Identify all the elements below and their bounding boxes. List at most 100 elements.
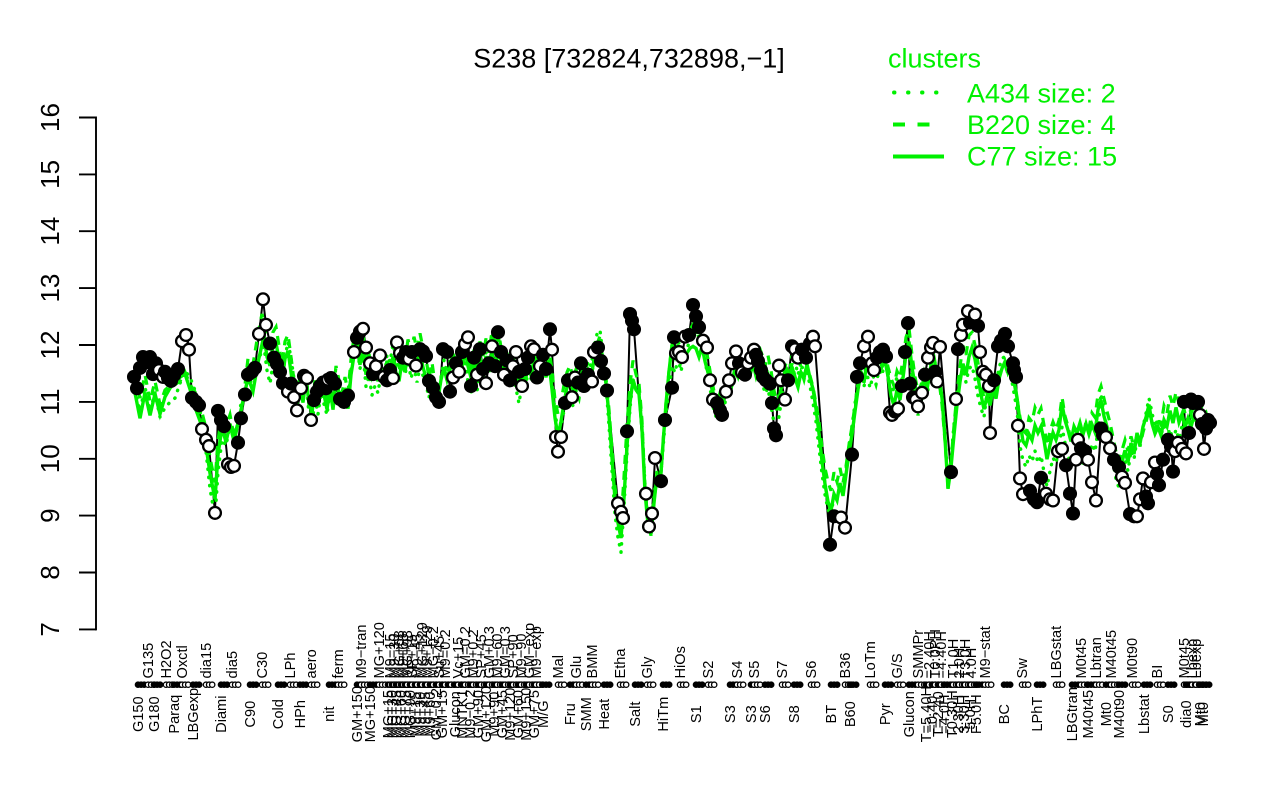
svg-text:13: 13 [35,274,65,303]
svg-text:Glu: Glu [569,656,585,679]
svg-text:Paraq: Paraq [167,695,183,734]
svg-text:M0t45: M0t45 [1177,638,1193,679]
svg-text:M9−0.2: M9−0.2 [463,690,479,739]
svg-text:B220 size: 4: B220 size: 4 [967,110,1116,140]
svg-text:MG+98: MG+98 [400,630,416,678]
svg-text:SP+15: SP+15 [405,634,421,678]
svg-text:GM=0.2: GM=0.2 [458,626,474,678]
svg-text:M9+15: M9+15 [408,692,424,737]
svg-text:M40t45: M40t45 [1104,630,1120,679]
svg-text:2.0H: 2.0H [952,648,968,679]
svg-text:S5: S5 [747,661,763,679]
svg-text:BMM: BMM [585,644,601,678]
svg-text:M9−30: M9−30 [387,633,403,678]
svg-text:Mal: Mal [551,655,567,679]
svg-text:=4.40H: =4.40H [934,631,950,678]
svg-text:SMMPr: SMMPr [911,630,927,679]
svg-text:B36: B36 [838,653,854,679]
svg-text:3.30H: 3.30H [957,695,973,734]
svg-text:M9+90: M9+90 [487,692,503,737]
svg-text:M9−stat: M9−stat [978,626,994,678]
svg-text:S2: S2 [701,661,717,679]
svg-text:S3: S3 [744,705,760,723]
svg-text:MG+150: MG+150 [363,686,379,742]
svg-text:H2O2: H2O2 [159,640,175,678]
svg-text:S3: S3 [723,705,739,723]
svg-text:SP+45: SP+45 [474,634,490,678]
svg-text:Vc+15: Vc+15 [451,637,467,679]
svg-text:MG+15: MG+15 [381,690,397,738]
svg-text:MG+129: MG+129 [415,622,431,678]
svg-text:M9−60: M9−60 [490,633,506,678]
svg-text:BT: BT [824,705,840,724]
svg-text:S4: S4 [730,661,746,679]
svg-text:M40t90: M40t90 [1112,690,1128,739]
svg-text:=4.0H: =4.0H [937,695,953,734]
svg-text:M0t45: M0t45 [1074,638,1090,679]
svg-text:HiTm: HiTm [656,697,672,732]
svg-text:Mt0: Mt0 [1099,702,1115,726]
svg-text:=2.40H: =2.40H [922,631,938,678]
svg-text:T3.0H: T3.0H [958,639,974,679]
svg-text:C77 size: 15: C77 size: 15 [967,141,1117,171]
svg-text:clusters: clusters [888,44,981,74]
svg-text:GM+90: GM+90 [471,690,487,738]
svg-text:Oxctl: Oxctl [175,645,191,678]
svg-text:LoTm: LoTm [863,641,879,678]
svg-text:Pyr: Pyr [878,703,894,725]
svg-text:dia5: dia5 [225,651,241,679]
svg-text:dia15: dia15 [199,643,215,679]
svg-text:G/S: G/S [890,653,906,678]
svg-text:4.0H: 4.0H [964,648,980,679]
svg-text:dia0: dia0 [1179,700,1195,728]
svg-text:9: 9 [35,508,65,522]
svg-text:C30: C30 [255,652,271,679]
svg-text:GM+45: GM+45 [495,690,511,738]
svg-text:LBGtran: LBGtran [1065,687,1081,741]
svg-text:2.30H: 2.30H [951,695,967,734]
svg-text:SP+90: SP+90 [506,634,522,678]
svg-text:M9−tran: M9−tran [354,625,370,679]
svg-text:Fru: Fru [563,703,579,725]
svg-text:MG+45: MG+45 [389,690,405,738]
svg-text:F5.0H: F5.0H [969,694,985,734]
svg-text:GM+15: GM+15 [435,690,451,738]
svg-text:M9−15: M9−15 [383,633,399,678]
svg-text:M/G: M/G [536,700,552,728]
svg-text:MG+60: MG+60 [394,690,410,738]
svg-text:GM+150: GM+150 [350,686,366,742]
svg-text:Mt0: Mt0 [1193,702,1209,726]
svg-text:GM+75: GM+75 [527,690,543,738]
svg-text:S8: S8 [787,705,803,723]
svg-text:SMM: SMM [579,697,595,731]
svg-text:Lbexp: Lbexp [1185,639,1201,679]
svg-text:M9+150: M9+150 [519,688,535,741]
svg-text:HPh: HPh [293,700,309,728]
svg-text:BI: BI [1150,665,1166,679]
svg-text:T=5.40H: T=5.40H [919,686,935,742]
svg-text:MG+90: MG+90 [403,690,419,738]
svg-text:10: 10 [35,444,65,473]
svg-text:GM−exp: GM−exp [522,623,538,679]
svg-text:Diami: Diami [214,696,230,733]
svg-text:8: 8 [35,565,65,579]
svg-text:7: 7 [35,622,65,636]
svg-text:5.0H: 5.0H [963,699,979,730]
svg-text:Lbstat: Lbstat [1137,694,1153,734]
svg-text:M9=0.2: M9=0.2 [438,629,454,678]
svg-text:MG+68: MG+68 [392,630,408,678]
svg-text:G180: G180 [147,696,163,732]
svg-text:GM+60: GM+60 [511,690,527,738]
svg-text:nit: nit [322,706,338,721]
svg-text:Cold: Cold [271,699,287,729]
svg-text:S6: S6 [758,705,774,723]
svg-text:A434 size: 2: A434 size: 2 [967,78,1116,108]
svg-text:M9−90: M9−90 [514,633,530,678]
svg-text:M9−exp: M9−exp [529,626,545,678]
svg-text:15: 15 [35,160,65,189]
svg-text:Mt0: Mt0 [1196,702,1212,726]
svg-text:LBGstat: LBGstat [1049,626,1065,679]
svg-text:Su+45: Su+45 [432,636,448,679]
svg-text:LBGexp: LBGexp [186,688,202,741]
svg-text:Lbtran: Lbtran [1089,637,1105,678]
